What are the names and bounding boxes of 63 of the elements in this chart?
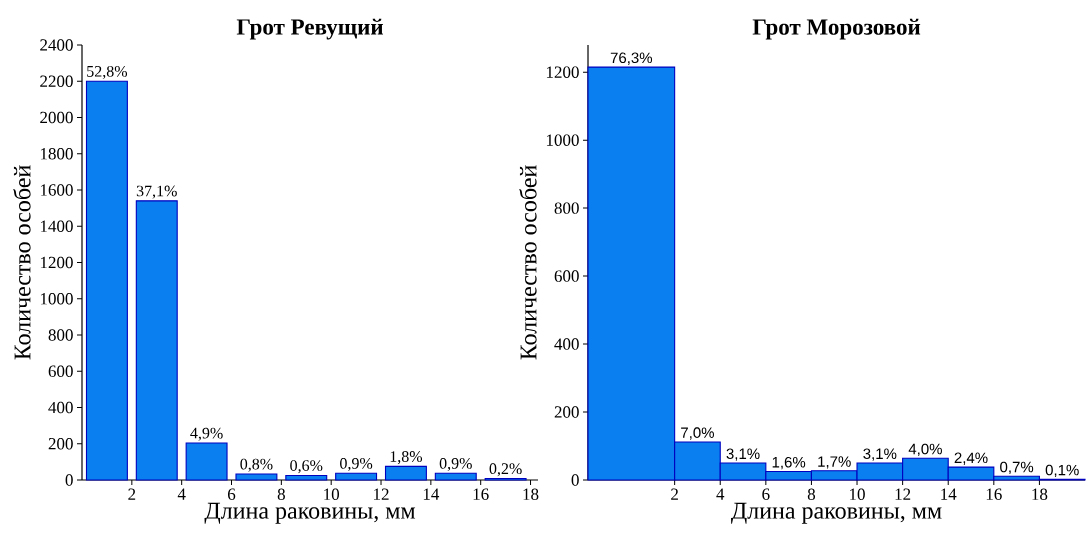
x-axis-title: Длина раковины, мм xyxy=(204,502,416,524)
annotation: 7,0% xyxy=(681,427,714,440)
x-tick-label: 8 xyxy=(807,488,816,501)
x-tick-label: 18 xyxy=(1032,488,1048,501)
annotation: 3,1% xyxy=(863,448,897,461)
x-tick-label: 16 xyxy=(986,488,1002,500)
annotation: 0,6% xyxy=(290,460,323,474)
x-tick-label: 10 xyxy=(850,488,865,501)
y-tick-label: 200 xyxy=(48,438,73,450)
y-tick-label: 1600 xyxy=(40,184,73,196)
x-tick-label: 4 xyxy=(716,488,725,500)
x-tick-label: 12 xyxy=(895,488,911,500)
annotation: 0,9% xyxy=(439,458,472,472)
x-tick-label: 14 xyxy=(941,488,957,500)
annotation: 3,1% xyxy=(726,448,760,461)
annotation: 4,0% xyxy=(908,443,942,457)
annotation: 76,3% xyxy=(610,52,653,65)
x-tick-label: 2 xyxy=(671,488,678,500)
annotation: 0,1% xyxy=(1045,464,1079,478)
x-tick-label: 18 xyxy=(523,488,539,501)
annotation: 1,7% xyxy=(818,456,851,469)
x-tick-label: 4 xyxy=(177,488,186,500)
annotation: 0,9% xyxy=(340,458,373,472)
y-tick-label: 2000 xyxy=(40,111,73,124)
annotation: 37,1% xyxy=(136,185,177,199)
y-tick-label: 400 xyxy=(48,401,73,414)
y-tick-label: 600 xyxy=(554,270,579,282)
y-tick-label: 2200 xyxy=(40,75,73,87)
y-tick-label: 1800 xyxy=(40,148,73,160)
y-tick-label: 800 xyxy=(554,202,579,214)
annotation: 1,8% xyxy=(390,451,423,465)
annotation: 4,9% xyxy=(190,427,223,441)
y-axis-title: Количество особей xyxy=(13,165,31,360)
chart-title: Грот Морозовой xyxy=(752,18,921,40)
y-tick-label: 800 xyxy=(48,329,73,341)
x-tick-label: 10 xyxy=(324,488,340,501)
annotation: 2,4% xyxy=(954,452,988,465)
x-tick-label: 6 xyxy=(228,488,236,500)
x-tick-label: 12 xyxy=(374,488,389,500)
annotation: 0,7% xyxy=(1000,461,1034,475)
chart-title: Грот Ревущий xyxy=(236,18,384,40)
annotation: 52,8% xyxy=(87,65,128,80)
y-tick-label: 0 xyxy=(571,474,579,486)
x-tick-label: 6 xyxy=(762,488,770,500)
annotation: 1,6% xyxy=(772,456,806,470)
annotation: 0,2% xyxy=(489,463,522,477)
y-tick-label: 400 xyxy=(554,338,579,350)
x-tick-label: 2 xyxy=(128,488,136,500)
y-tick-label: 0 xyxy=(65,474,73,486)
y-tick-label: 1200 xyxy=(546,66,579,78)
y-tick-label: 600 xyxy=(48,365,73,377)
x-tick-label: 8 xyxy=(277,488,285,501)
y-tick-label: 1400 xyxy=(40,220,73,232)
annotation: 0,8% xyxy=(240,458,273,472)
y-axis-title: Количество особей xyxy=(519,165,537,360)
y-tick-label: 2400 xyxy=(40,39,73,51)
y-tick-label: 200 xyxy=(554,406,579,418)
x-axis-title: Длина раковины, мм xyxy=(731,502,942,524)
x-tick-label: 16 xyxy=(473,488,489,500)
y-tick-label: 1200 xyxy=(40,256,73,269)
y-tick-label: 1000 xyxy=(40,293,73,305)
x-tick-label: 14 xyxy=(423,488,440,500)
y-tick-label: 1000 xyxy=(546,134,579,146)
